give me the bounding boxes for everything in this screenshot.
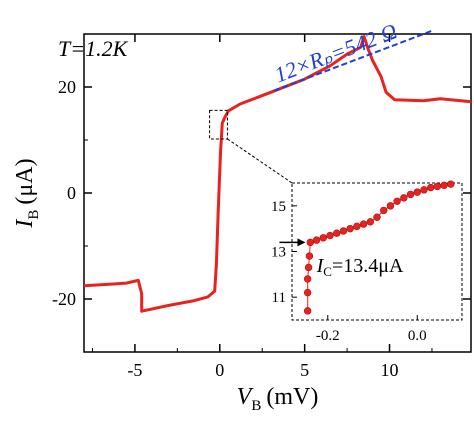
inset-x-tick-label: -0.2	[316, 328, 340, 344]
x-axis-unit: (mV)	[266, 384, 318, 410]
inset-data-point	[380, 206, 388, 215]
temperature-annotation: T=1.2K	[58, 36, 129, 61]
zoom-connector-line	[227, 138, 293, 184]
inset-data-point	[400, 194, 408, 202]
inset-y-tick-label: 15	[271, 199, 286, 215]
inset-x-tick-label: 0.0	[408, 328, 427, 344]
inset-data-point	[353, 222, 361, 231]
inset-data-points	[303, 180, 455, 315]
x-tick-label: 10	[381, 360, 399, 380]
ic-subscript: C	[323, 264, 332, 279]
inset-data-point	[303, 307, 312, 315]
inset-axis-ticks	[292, 205, 418, 320]
y-axis-unit: (μA)	[12, 158, 38, 204]
ic-symbol: I	[316, 255, 325, 277]
y-tick-label: 0	[67, 183, 76, 203]
iv-curve-line	[83, 35, 472, 313]
x-tick-label: 0	[215, 360, 224, 380]
inset-data-point	[303, 275, 312, 283]
inset-data-point	[339, 227, 348, 235]
inset-data-point	[304, 263, 313, 272]
inset-tick-labels: -0.2 0.0 11 13 15	[271, 199, 427, 344]
inset-data-point	[413, 188, 421, 196]
y-axis-subscript: B	[26, 210, 42, 220]
inset-data-point	[426, 183, 435, 192]
inset-data-point	[440, 181, 448, 189]
zoom-region-box	[209, 109, 228, 140]
inset-data-point	[433, 182, 442, 191]
main-tick-labels: -5 0 5 10 -20 0 20	[52, 77, 399, 380]
inset-data-point	[312, 236, 321, 244]
main-axis-ticks	[84, 33, 471, 353]
inset-data-point	[303, 288, 312, 297]
y-axis-symbol: I	[12, 219, 38, 229]
inset-data-point	[306, 238, 315, 247]
resistance-fit-line	[273, 29, 433, 92]
y-tick-label: 20	[58, 77, 76, 97]
ic-arrow	[279, 238, 306, 247]
inset-data-point	[406, 190, 415, 199]
y-axis-label: IB (μA)	[12, 158, 42, 228]
inset-data-point	[447, 180, 455, 188]
inset-data-point	[373, 213, 381, 221]
inset-data-point	[333, 229, 341, 237]
inset-data-point	[319, 234, 328, 242]
x-tick-label: 5	[300, 360, 309, 380]
inset-data-point	[393, 197, 401, 205]
inset-y-tick-label: 11	[272, 290, 286, 306]
inset-data-point	[326, 231, 334, 240]
y-tick-label: -20	[52, 289, 76, 309]
inset-data-point	[420, 186, 428, 194]
inset-data-point	[359, 220, 368, 228]
inset-data-point	[366, 218, 374, 226]
x-tick-label: -5	[127, 360, 142, 380]
ic-value: =13.4μA	[332, 255, 404, 277]
x-axis-symbol: V	[237, 384, 254, 410]
inset-data-point	[346, 224, 354, 233]
inset-y-tick-label: 13	[271, 245, 286, 261]
inset-data-point	[305, 252, 314, 260]
ic-arrow-head	[297, 238, 306, 247]
inset-data-point	[386, 202, 395, 210]
critical-current-annotation: IC=13.4μA	[316, 255, 404, 279]
x-axis-label: VB (mV)	[237, 384, 319, 414]
inset-plot-frame	[291, 182, 463, 321]
x-axis-subscript: B	[251, 398, 261, 414]
